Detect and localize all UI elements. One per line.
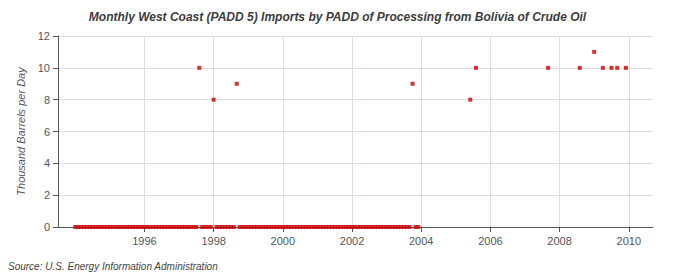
svg-text:2000: 2000 (271, 235, 295, 247)
svg-text:2002: 2002 (340, 235, 364, 247)
svg-text:8: 8 (44, 94, 50, 106)
svg-text:2004: 2004 (409, 235, 433, 247)
svg-text:1998: 1998 (201, 235, 225, 247)
svg-text:2: 2 (44, 189, 50, 201)
svg-text:1996: 1996 (132, 235, 156, 247)
svg-text:0: 0 (44, 221, 50, 233)
svg-text:Monthly West Coast (PADD 5) Im: Monthly West Coast (PADD 5) Imports by P… (89, 10, 587, 24)
svg-text:Source: U.S. Energy Informatio: Source: U.S. Energy Information Administ… (8, 261, 218, 272)
svg-text:12: 12 (38, 30, 50, 42)
svg-text:6: 6 (44, 126, 50, 138)
svg-text:2006: 2006 (478, 235, 502, 247)
svg-text:4: 4 (44, 157, 50, 169)
svg-text:Thousand Barrels per Day: Thousand Barrels per Day (15, 66, 27, 196)
svg-text:2008: 2008 (547, 235, 571, 247)
svg-text:2010: 2010 (617, 235, 641, 247)
svg-text:10: 10 (38, 62, 50, 74)
